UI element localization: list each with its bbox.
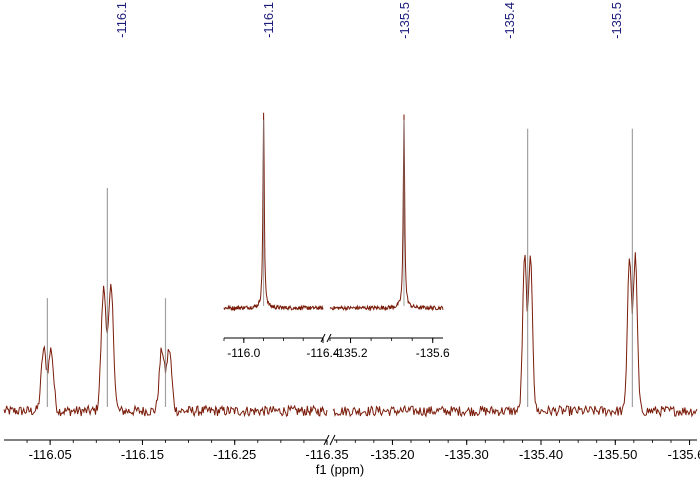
peak-label-1: -116.1 bbox=[114, 2, 129, 38]
inset-spectrum: -116.0 -116.4-135.2 -135.6 bbox=[224, 113, 450, 360]
peak-label-layer: -116.1 -116.1 -135.5 -135.4 -135.5 bbox=[114, 2, 624, 39]
peak-label-4: -135.4 bbox=[502, 2, 517, 39]
inset-tick-label-2-1: -135.2 bbox=[334, 346, 368, 360]
main-tick-label-2-2: -135.30 bbox=[445, 447, 489, 462]
main-spectrum-trace bbox=[4, 129, 697, 416]
main-tick-label-2-5: -135.60 bbox=[668, 447, 700, 462]
main-tick-label-2-3: -135.40 bbox=[519, 447, 563, 462]
x-axis-title: f1 (ppm) bbox=[316, 462, 364, 477]
peak-label-5: -135.5 bbox=[609, 2, 624, 39]
main-x-axis: -116.05 -116.15 -116.25 -116.35 -135.20 -135.… bbox=[4, 435, 700, 462]
peak-label-2: -116.1 bbox=[261, 2, 276, 38]
main-tick-label-1-2: -116.15 bbox=[121, 447, 164, 462]
inset-trace-segment-2 bbox=[330, 115, 443, 310]
inset-tick-label-2-2: -135.6 bbox=[416, 346, 450, 360]
main-tick-label-1-3: -116.25 bbox=[213, 447, 256, 462]
main-tick-label-2-4: -135.50 bbox=[593, 447, 637, 462]
main-tick-label-2-1: -135.20 bbox=[370, 447, 414, 462]
main-trace-segment-2 bbox=[333, 252, 697, 416]
main-tick-label-1-1: -116.05 bbox=[29, 447, 72, 462]
main-tick-label-1-4: -116.35 bbox=[305, 447, 348, 462]
peak-label-3: -135.5 bbox=[397, 2, 412, 39]
inset-tick-label-1-1: -116.0 bbox=[227, 346, 260, 360]
inset-trace-segment-1 bbox=[224, 113, 323, 310]
